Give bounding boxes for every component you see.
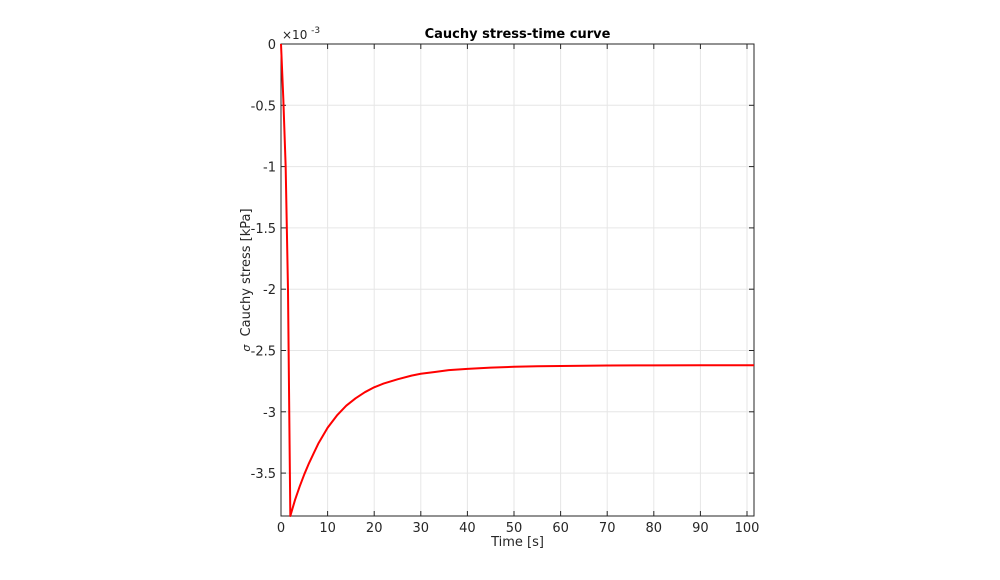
axis-ticks: 0 10 20 30 40 50 60 70 80 90 100 0 -0.5 -1 -1.5 -2 -2.5 -… — [251, 38, 760, 536]
y-tick-label: -2 — [263, 283, 276, 298]
axes-box — [280, 43, 755, 517]
x-tick-label: 40 — [459, 521, 476, 536]
grid-lines — [280, 43, 754, 516]
series-group — [280, 43, 754, 517]
y-axis-label-text: Cauchy stress [kPa] — [239, 208, 254, 336]
y-tick-label: -1 — [263, 161, 276, 176]
x-tick-label: 0 — [277, 521, 285, 536]
x-axis-label: Time [s] — [490, 535, 544, 550]
y-exponent-power: -3 — [311, 26, 320, 36]
x-tick-label: 60 — [552, 521, 569, 536]
y-tick-label: -0.5 — [251, 99, 276, 114]
x-tick-label: 10 — [319, 521, 336, 536]
x-tick-label: 50 — [506, 521, 523, 536]
x-tick-label: 30 — [413, 521, 430, 536]
y-tick-label: -3 — [263, 406, 276, 421]
y-tick-label: -3.5 — [251, 467, 276, 482]
y-axis-exponent: ×10 -3 — [282, 26, 320, 42]
y-exponent-base: ×10 — [282, 28, 307, 42]
y-axis-symbol: σ — [240, 344, 253, 352]
x-tick-label: 100 — [735, 521, 760, 536]
y-axis-label: σ Cauchy stress [kPa] — [239, 208, 254, 351]
chart-title: Cauchy stress-time curve — [425, 27, 611, 42]
y-tick-label: -1.5 — [251, 222, 276, 237]
x-tick-label: 70 — [599, 521, 616, 536]
y-tick-label: 0 — [268, 38, 276, 53]
x-tick-label: 80 — [646, 521, 663, 536]
series-line — [280, 43, 754, 517]
x-tick-label: 20 — [366, 521, 383, 536]
y-tick-label: -2.5 — [251, 344, 276, 359]
x-tick-label: 90 — [692, 521, 709, 536]
